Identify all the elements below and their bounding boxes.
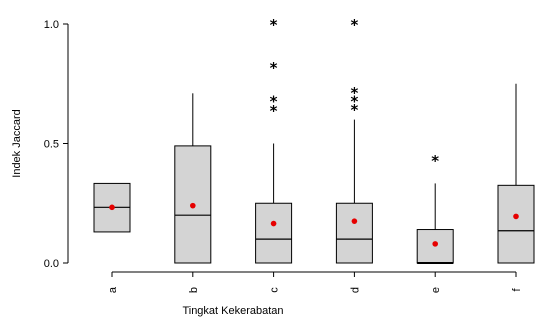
outlier-marker: *	[270, 92, 278, 110]
box-b	[174, 93, 212, 264]
x-tick-label-e: e	[430, 287, 442, 293]
x-tick-label-d: d	[349, 287, 361, 293]
outlier-marker: *	[350, 16, 358, 34]
box-body	[497, 184, 535, 264]
outlier-marker: *	[270, 16, 278, 34]
box-a	[93, 182, 131, 233]
outlier-marker: *	[350, 92, 358, 110]
x-tick-label-f: f	[511, 288, 523, 292]
x-tick-label-b: b	[188, 287, 200, 293]
labels: Indek Jaccard Tingkat Kekerabatan	[11, 109, 284, 317]
mean-marker	[270, 220, 277, 227]
outlier-marker: *	[350, 84, 358, 102]
y-tick-label: 1.0	[44, 19, 59, 31]
outlier-marker: *	[270, 102, 278, 120]
outlier-marker: *	[431, 152, 439, 170]
y-axis-title: Indek Jaccard	[11, 109, 23, 177]
box-c: ****	[255, 16, 293, 264]
y-tick-label: 0.0	[44, 258, 59, 270]
mean-marker	[432, 241, 439, 247]
boxes: *********	[93, 16, 535, 264]
mean-marker	[513, 213, 519, 220]
box-body	[255, 202, 293, 264]
box-f	[497, 83, 535, 264]
box-d: ****	[335, 16, 373, 264]
x-tick-label-c: c	[269, 287, 281, 293]
outlier-marker: *	[350, 101, 358, 119]
mean-marker	[351, 218, 358, 224]
outlier-marker: *	[270, 59, 278, 77]
box-body	[335, 202, 373, 264]
mean-marker	[190, 202, 196, 209]
box-e: *	[416, 152, 454, 264]
x-axis-title: Tingkat Kekerabatan	[182, 305, 283, 317]
axes: 0.0 0.5 1.0 a b c d e f	[44, 19, 523, 293]
mean-marker	[109, 204, 115, 211]
x-tick-label-a: a	[107, 286, 119, 293]
y-tick-label: 0.5	[44, 139, 59, 151]
